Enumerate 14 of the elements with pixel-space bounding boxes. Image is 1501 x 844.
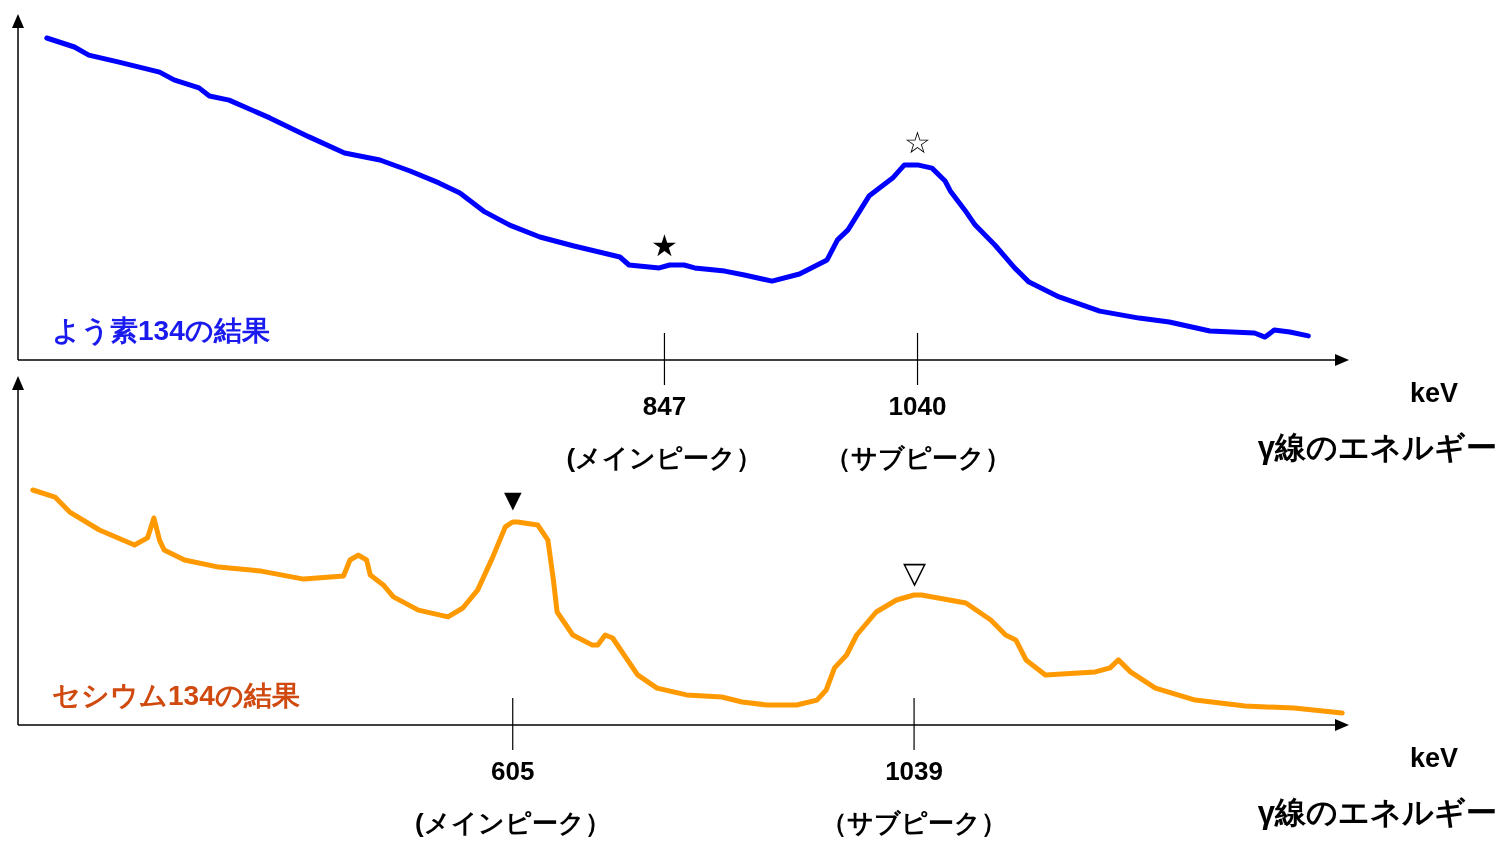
x-tick-label: 1040 （サブピーク） <box>824 391 1011 473</box>
x-tick-label: 1039 （サブピーク） <box>821 756 1008 838</box>
annotation: ☆ <box>904 125 932 159</box>
text: よう素134の結果 <box>52 315 270 346</box>
annotation: ▽ <box>902 556 926 590</box>
x-axis-title: keV <box>1409 743 1458 773</box>
text: セシウム134の結果 <box>52 680 300 711</box>
x-tick-label: 847 (メインピーク） <box>566 391 763 473</box>
annotation: ▼ <box>497 482 528 516</box>
x-axis-title: keV <box>1409 378 1458 408</box>
x-tick-label: 605 (メインピーク） <box>414 756 611 838</box>
text: γ線のエネルギー <box>1257 795 1497 830</box>
text: γ線のエネルギー <box>1257 430 1497 465</box>
annotation: ★ <box>650 228 678 262</box>
